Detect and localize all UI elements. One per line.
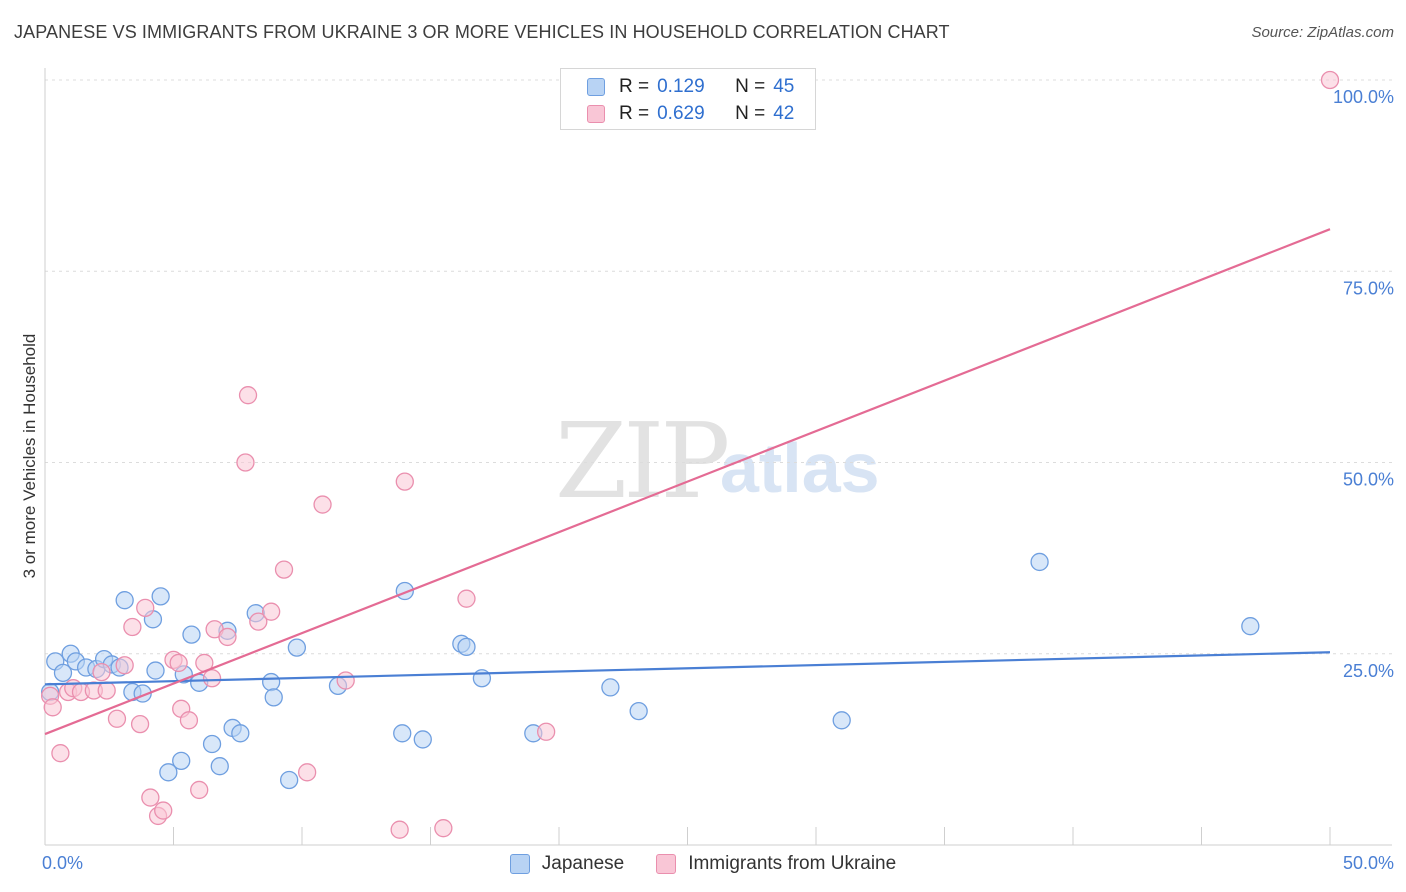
series-swatch-japanese — [509, 854, 530, 874]
point-ukraine-35 — [395, 472, 414, 491]
point-ukraine-38 — [537, 722, 556, 741]
point-japanese-30 — [287, 638, 307, 657]
legend-n-value-ukraine: 42 — [773, 103, 795, 124]
point-ukraine-10 — [115, 656, 134, 675]
legend-row-japanese: R = 0.129 N = 45 — [587, 75, 794, 99]
trendline-ukraine — [44, 228, 1331, 736]
point-japanese-17 — [172, 751, 191, 770]
point-ukraine-9 — [107, 709, 127, 728]
point-japanese-43 — [1241, 617, 1260, 636]
point-ukraine-23 — [202, 669, 222, 688]
y-tick-label-2: 75.0% — [1343, 278, 1394, 298]
point-japanese-40 — [629, 701, 648, 721]
point-japanese-29 — [279, 770, 299, 790]
point-ukraine-16 — [154, 801, 173, 820]
series-name-japanese: Japanese — [541, 853, 625, 874]
point-japanese-22 — [210, 757, 229, 776]
series-name-ukraine: Immigrants from Ukraine — [688, 853, 897, 874]
point-japanese-39 — [601, 678, 620, 697]
legend-swatch-ukraine — [587, 105, 605, 123]
point-ukraine-34 — [390, 820, 409, 839]
point-ukraine-18 — [169, 653, 188, 673]
point-ukraine-37 — [457, 589, 476, 608]
point-ukraine-8 — [97, 681, 116, 700]
point-ukraine-25 — [218, 627, 237, 647]
point-ukraine-32 — [313, 495, 332, 514]
legend-r-label: R = — [619, 103, 650, 124]
y-tick-label-3: 100.0% — [1333, 87, 1394, 107]
watermark-atlas: atlas — [720, 429, 880, 507]
point-japanese-32 — [393, 724, 412, 743]
x-tick-label-1: 50.0% — [1343, 853, 1394, 873]
trendline-japanese — [44, 651, 1331, 686]
legend-r-value-japanese: 0.129 — [657, 76, 705, 97]
point-ukraine-1 — [43, 698, 62, 717]
point-japanese-41 — [832, 711, 851, 730]
stats-legend: R = 0.129 N = 45 R = 0.629 N = 42 — [560, 68, 816, 130]
chart-title: JAPANESE VS IMMIGRANTS FROM UKRAINE 3 OR… — [14, 22, 950, 42]
point-japanese-19 — [182, 625, 201, 644]
point-ukraine-36 — [434, 819, 453, 838]
legend-r-value-ukraine: 0.629 — [657, 103, 705, 124]
point-japanese-15 — [151, 587, 170, 606]
legend-r-label: R = — [619, 76, 650, 97]
series-legend-ukraine: Immigrants from Ukraine — [656, 853, 896, 875]
point-japanese-14 — [146, 661, 165, 680]
point-ukraine-12 — [130, 714, 150, 734]
point-japanese-27 — [262, 672, 281, 692]
point-japanese-2 — [53, 663, 73, 683]
point-ukraine-2 — [51, 744, 70, 763]
legend-n-label: N = — [735, 76, 766, 97]
legend-swatch-japanese — [587, 78, 605, 96]
point-japanese-25 — [231, 724, 250, 743]
point-ukraine-33 — [336, 671, 355, 690]
point-ukraine-20 — [179, 711, 199, 730]
legend-n-label: N = — [735, 103, 766, 124]
series-legend: Japanese Immigrants from Ukraine — [0, 852, 1406, 876]
point-ukraine-7 — [92, 662, 111, 682]
point-japanese-21 — [202, 734, 222, 754]
point-ukraine-21 — [190, 780, 209, 800]
watermark-zip: ZIP — [555, 400, 730, 522]
point-ukraine-26 — [236, 453, 255, 472]
legend-row-ukraine: R = 0.629 N = 42 — [587, 102, 794, 126]
point-japanese-36 — [457, 637, 476, 657]
series-legend-japanese: Japanese — [509, 853, 625, 875]
x-tick-label-0: 0.0% — [42, 853, 83, 873]
point-ukraine-13 — [136, 598, 155, 617]
point-japanese-28 — [264, 688, 283, 707]
point-ukraine-30 — [274, 560, 294, 579]
y-tick-label-0: 25.0% — [1343, 661, 1394, 681]
point-ukraine-29 — [262, 602, 281, 621]
point-ukraine-11 — [123, 617, 142, 637]
point-ukraine-31 — [297, 763, 317, 782]
legend-n-value-japanese: 45 — [773, 76, 795, 97]
series-swatch-ukraine — [656, 854, 677, 874]
y-tick-label-1: 50.0% — [1343, 470, 1394, 490]
source-note: Source: ZipAtlas.com — [1251, 24, 1394, 41]
point-japanese-42 — [1030, 552, 1049, 572]
point-japanese-34 — [413, 730, 432, 749]
point-ukraine-28 — [249, 612, 268, 631]
point-ukraine-27 — [238, 386, 258, 405]
point-japanese-10 — [115, 591, 134, 610]
point-ukraine-39 — [1320, 70, 1340, 90]
point-ukraine-14 — [141, 788, 160, 807]
point-japanese-16 — [159, 763, 178, 782]
